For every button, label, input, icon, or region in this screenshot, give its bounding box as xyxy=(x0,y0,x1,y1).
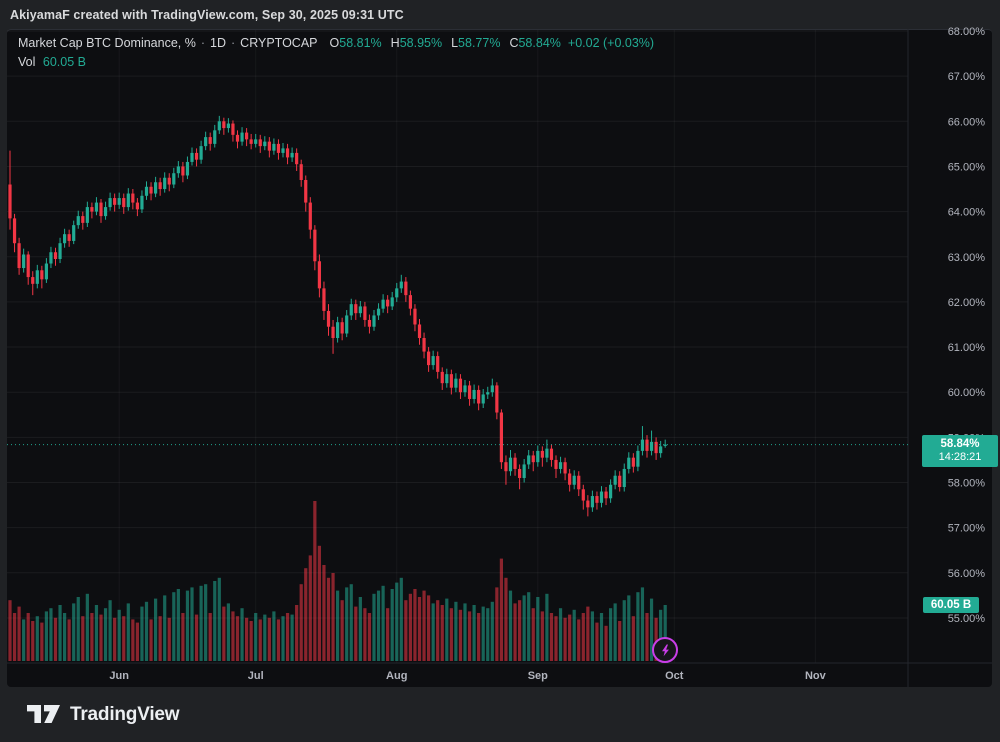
tradingview-logo-mark xyxy=(27,704,60,723)
close-label: C xyxy=(509,36,519,50)
svg-text:65.00%: 65.00% xyxy=(948,161,986,173)
symbol-title: Market Cap BTC Dominance, % xyxy=(18,36,196,50)
low-label: L xyxy=(451,36,459,50)
chart-panel xyxy=(7,29,992,687)
interval-label: 1D xyxy=(210,36,226,50)
lightning-bolt-icon xyxy=(661,644,669,656)
svg-text:67.00%: 67.00% xyxy=(948,71,986,83)
vol-value: 60.05 B xyxy=(42,55,86,69)
open-value: 58.81% xyxy=(339,36,382,50)
low-value: 58.77% xyxy=(458,36,501,50)
svg-text:Oct: Oct xyxy=(665,670,684,682)
svg-text:57.00%: 57.00% xyxy=(948,523,986,535)
attribution-text: AkiyamaF created with TradingView.com, S… xyxy=(10,7,404,22)
svg-text:Jun: Jun xyxy=(109,670,129,682)
last-price-value: 58.84% xyxy=(940,438,980,450)
symbol-row: Market Cap BTC Dominance, % · 1D · CRYPTOCAP… xyxy=(18,34,654,53)
svg-text:66.00%: 66.00% xyxy=(948,116,986,128)
svg-text:62.00%: 62.00% xyxy=(948,297,986,309)
svg-text:55.00%: 55.00% xyxy=(948,613,986,625)
svg-text:56.00%: 56.00% xyxy=(948,568,986,580)
svg-text:64.00%: 64.00% xyxy=(948,207,986,219)
svg-text:Jul: Jul xyxy=(248,670,264,682)
countdown-timer: 14:28:21 xyxy=(938,451,982,463)
last-price-badge: 58.84% 14:28:21 xyxy=(922,435,998,467)
separator-dot: · xyxy=(200,36,206,50)
chart-legend[interactable]: Market Cap BTC Dominance, % · 1D · CRYPTOCAP… xyxy=(18,34,654,72)
lightning-marker-icon[interactable] xyxy=(652,637,678,663)
vol-label: Vol xyxy=(18,55,36,69)
svg-text:61.00%: 61.00% xyxy=(948,342,986,354)
exchange-label: CRYPTOCAP xyxy=(240,36,318,50)
tradingview-logo[interactable]: TradingView xyxy=(27,703,180,726)
high-value: 58.95% xyxy=(399,36,443,50)
svg-text:60.00%: 60.00% xyxy=(948,387,986,399)
separator-dot: · xyxy=(231,36,236,50)
footer-bar: TradingView xyxy=(0,687,1000,742)
svg-text:Aug: Aug xyxy=(386,670,407,682)
change-value: +0.02 (+0.03%) xyxy=(567,36,655,50)
svg-text:58.00%: 58.00% xyxy=(948,478,986,490)
tradingview-brand-text: TradingView xyxy=(70,703,180,725)
volume-row: Vol 60.05 B xyxy=(18,53,654,72)
svg-text:68.00%: 68.00% xyxy=(948,26,986,38)
high-label: H xyxy=(390,36,400,50)
svg-text:63.00%: 63.00% xyxy=(948,252,986,264)
close-value: 58.84% xyxy=(518,36,561,50)
last-volume-badge: 60.05 B xyxy=(923,597,979,613)
svg-text:Sep: Sep xyxy=(528,670,548,682)
open-label: O xyxy=(329,36,340,50)
svg-text:Nov: Nov xyxy=(805,670,827,682)
